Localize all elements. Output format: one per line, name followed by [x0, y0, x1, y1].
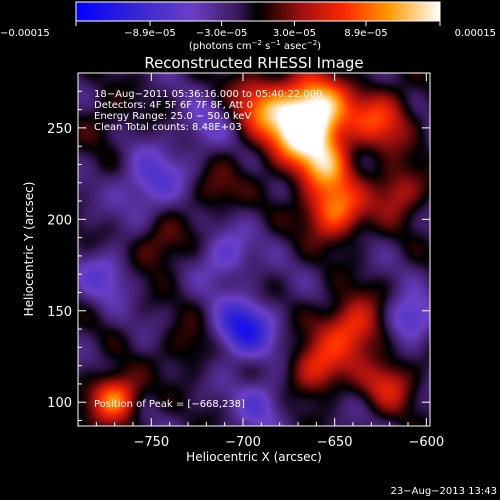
colorbar-tick-label: −0.00015	[0, 28, 50, 39]
observation-info: 18−Aug−2011 05:36:16.000 to 05:40:22.000…	[94, 89, 322, 133]
x-tick-label: −600	[408, 435, 444, 450]
x-axis-label: Heliocentric X (arcsec)	[186, 450, 322, 464]
colorbar-tick-label: −8.9e−05	[124, 28, 176, 39]
y-tick-label: 150	[47, 305, 72, 320]
colorbar-tick-label: 8.9e−05	[344, 28, 387, 39]
colorbar-tick-label: 3.0e−05	[273, 28, 316, 39]
info-line: Energy Range: 25.0 − 50.0 keV	[94, 111, 251, 122]
plot-frame	[77, 72, 431, 427]
info-line: Detectors: 4F 5F 6F 7F 8F, Att 0	[94, 100, 253, 111]
timestamp: 23−Aug−2013 13:43	[391, 486, 497, 497]
x-tick-label: −700	[225, 435, 261, 450]
x-tick-label: −650	[317, 435, 353, 450]
heatmap-image	[78, 73, 430, 426]
colorbar	[75, 1, 441, 22]
info-line: 18−Aug−2011 05:36:16.000 to 05:40:22.000	[94, 89, 322, 100]
info-line: Clean Total counts: 8.48E+03	[94, 122, 242, 133]
y-tick-label: 100	[47, 396, 72, 411]
y-tick-label: 250	[47, 122, 72, 137]
peak-label: Position of Peak = [−668,238]	[94, 399, 245, 410]
colorbar-tick-label: 0.00015	[455, 28, 496, 39]
axis-ticks: −750 −700 −650 −600 100 150 200 250	[47, 72, 444, 450]
y-tick-label: 200	[47, 213, 72, 228]
chart-title: Reconstructed RHESSI Image	[144, 54, 363, 72]
colorbar-units: (photons cm−2 s−1 asec−2)	[189, 39, 321, 52]
y-axis-label: Heliocentric Y (arcsec)	[22, 182, 36, 317]
colorbar-tick-label: −3.0e−05	[196, 28, 248, 39]
colorbar-ticks: −0.00015 −8.9e−05 −3.0e−05 3.0e−05 8.9e−05 0.…	[0, 21, 496, 39]
x-tick-label: −750	[133, 435, 169, 450]
